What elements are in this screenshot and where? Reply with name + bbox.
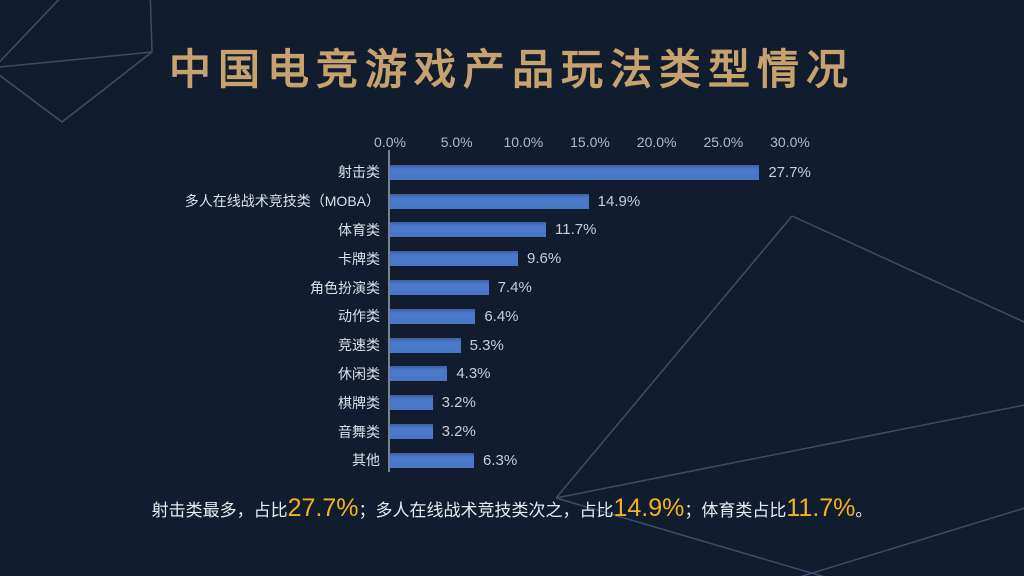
bar — [390, 193, 589, 209]
category-label: 棋牌类 — [338, 394, 380, 411]
category-label: 竞速类 — [338, 337, 380, 354]
caption-highlight-value: 27.7% — [287, 494, 359, 522]
category-label: 其他 — [352, 452, 380, 469]
value-label: 6.4% — [484, 307, 519, 325]
category-label: 多人在线战术竞技类（MOBA） — [184, 193, 380, 210]
x-axis-tick-label: 15.0% — [570, 134, 610, 150]
caption-text: ；多人在线战术竞技类次之，占比 — [358, 501, 614, 520]
category-label: 角色扮演类 — [310, 279, 380, 296]
value-label: 3.2% — [441, 394, 476, 412]
x-axis-tick-label: 30.0% — [770, 134, 810, 150]
bar-row: 音舞类 3.2% — [0, 417, 1024, 446]
bar-row: 休闲类 4.3% — [0, 360, 1024, 389]
bar — [390, 452, 474, 468]
category-label: 休闲类 — [338, 365, 380, 382]
value-label: 27.7% — [768, 163, 811, 181]
x-axis-tick-label: 0.0% — [374, 134, 406, 150]
bar — [390, 424, 433, 440]
value-label: 11.7% — [555, 221, 597, 239]
value-label: 14.9% — [597, 192, 641, 210]
value-label: 7.4% — [497, 279, 532, 297]
bar — [390, 366, 448, 382]
y-axis-line — [388, 150, 390, 472]
bar-row: 卡牌类 9.6% — [0, 244, 1024, 273]
value-label: 5.3% — [469, 336, 504, 354]
bar-row: 棋牌类 3.2% — [0, 388, 1024, 417]
bar-row: 多人在线战术竞技类（MOBA） 14.9% — [0, 187, 1024, 216]
caption-text: 射击类最多，占比 — [151, 501, 288, 520]
caption-text: ；体育类占比 — [684, 501, 787, 520]
x-axis-ticks: 0.0% 5.0% 10.0% 15.0% 20.0% 25.0% 30.0% — [374, 134, 810, 152]
bar — [390, 280, 489, 296]
page-title: 中国电竞游戏产品玩法类型情况 — [168, 46, 855, 93]
caption-text: 。 — [855, 501, 873, 520]
category-label: 动作类 — [338, 308, 380, 325]
x-axis-tick-label: 5.0% — [440, 134, 473, 150]
category-label: 体育类 — [338, 221, 380, 238]
bar — [390, 337, 461, 353]
summary-caption: 射击类最多，占比27.7%；多人在线战术竞技类次之，占比14.9%；体育类占比1… — [0, 494, 1024, 523]
bar-row: 角色扮演类 7.4% — [0, 273, 1024, 302]
bar-row: 体育类 11.7% — [0, 216, 1024, 245]
value-label: 9.6% — [527, 250, 562, 268]
bar — [390, 395, 433, 411]
caption-highlight-value: 14.9% — [613, 494, 685, 522]
bar-row: 动作类 6.4% — [0, 302, 1024, 331]
category-label: 音舞类 — [338, 423, 380, 440]
category-label: 卡牌类 — [338, 250, 380, 267]
bar — [390, 164, 760, 180]
caption-highlight-value: 11.7% — [786, 494, 856, 522]
x-axis-tick-label: 25.0% — [703, 134, 744, 150]
value-label: 6.3% — [483, 451, 518, 469]
value-label: 3.2% — [441, 423, 476, 441]
x-axis-tick-label: 10.0% — [503, 134, 544, 150]
x-axis-tick-label: 20.0% — [636, 134, 677, 150]
bar — [390, 251, 518, 267]
value-label: 4.3% — [456, 365, 491, 383]
bar-row: 射击类 27.7% — [0, 158, 1024, 187]
bar-row: 竞速类 5.3% — [0, 331, 1024, 360]
bar — [390, 222, 546, 238]
bar-row: 其他 6.3% — [0, 446, 1024, 475]
category-label: 射击类 — [338, 164, 380, 181]
chart-rows: 射击类 27.7% 多人在线战术竞技类（MOBA） 14.9% 体育类 11.7% 卡牌类 9… — [0, 158, 1024, 475]
bar — [390, 308, 476, 324]
